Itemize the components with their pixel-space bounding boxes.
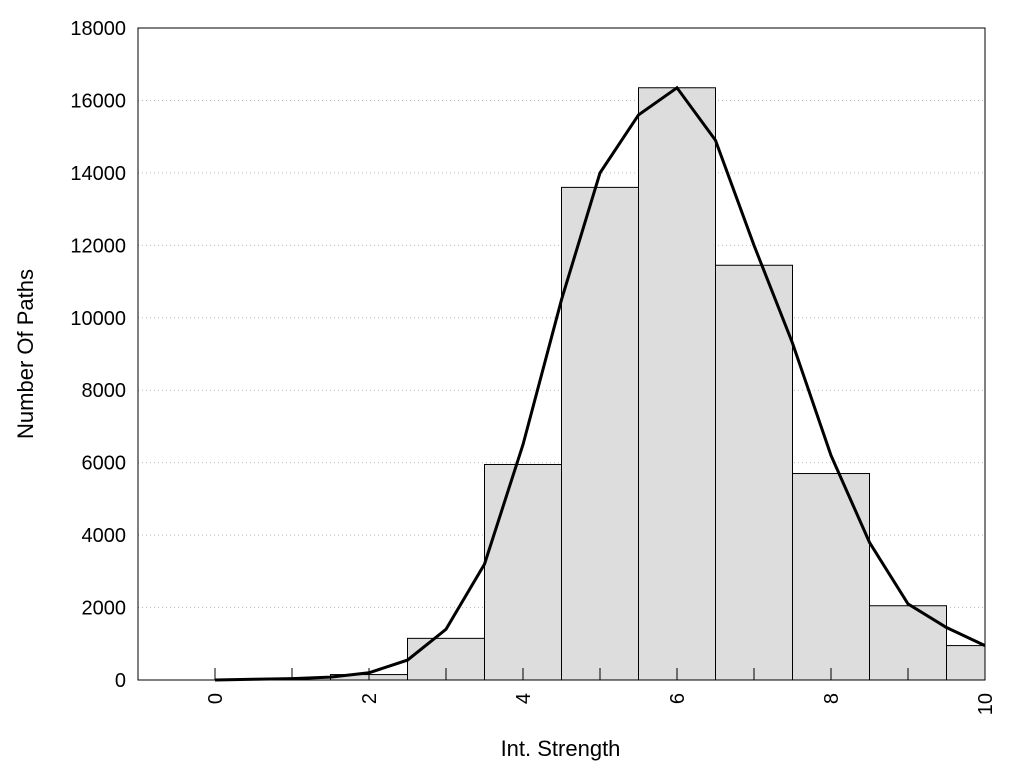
bar-7 — [715, 264, 793, 681]
y-tick-label-4000: 4000 — [82, 525, 127, 547]
y-axis-title: Number Of Paths — [13, 269, 38, 439]
x-tick-label-10: 10 — [975, 693, 997, 715]
plot-frame — [137, 27, 986, 681]
bar-6 — [638, 87, 716, 681]
x-tick-label-6: 6 — [667, 693, 689, 704]
x-tick-label-4: 4 — [513, 693, 535, 704]
x-axis-title: Int. Strength — [501, 736, 621, 761]
density-curve — [214, 85, 986, 682]
y-axis-tick-labels: 0 2000 4000 6000 8000 10000 12000 14000 16000 180… — [70, 18, 126, 692]
x-axis-tick-labels: 0 2 4 6 8 10 — [205, 693, 997, 715]
y-tick-label-16000: 16000 — [70, 90, 126, 112]
x-axis-ticks — [214, 668, 986, 680]
y-tick-label-18000: 18000 — [70, 18, 126, 40]
bar-4 — [484, 463, 562, 681]
y-tick-label-2000: 2000 — [82, 598, 127, 620]
y-tick-label-0: 0 — [115, 670, 126, 692]
x-tick-label-8: 8 — [821, 693, 843, 704]
bar-8 — [792, 473, 870, 681]
y-tick-label-12000: 12000 — [70, 235, 126, 257]
bar-10 — [946, 645, 986, 681]
y-tick-label-10000: 10000 — [70, 308, 126, 330]
y-tick-label-14000: 14000 — [70, 163, 126, 185]
bars — [330, 87, 986, 681]
x-tick-label-0: 0 — [205, 693, 227, 704]
y-tick-label-6000: 6000 — [82, 453, 127, 475]
y-tick-label-8000: 8000 — [82, 380, 127, 402]
x-tick-label-2: 2 — [359, 693, 381, 704]
